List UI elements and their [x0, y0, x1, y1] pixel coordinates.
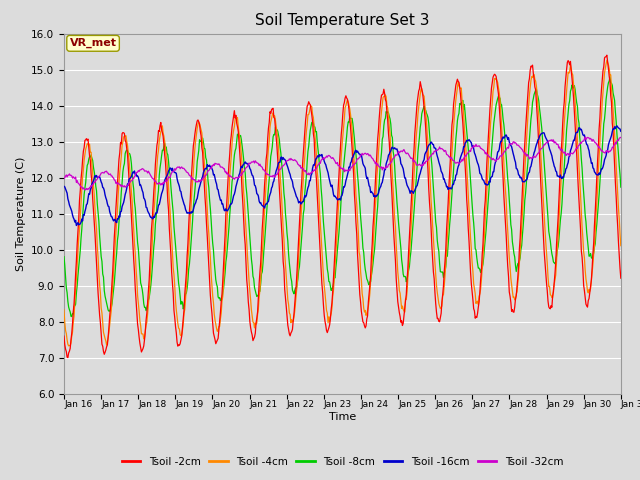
Y-axis label: Soil Temperature (C): Soil Temperature (C) — [15, 156, 26, 271]
Legend: Tsoil -2cm, Tsoil -4cm, Tsoil -8cm, Tsoil -16cm, Tsoil -32cm: Tsoil -2cm, Tsoil -4cm, Tsoil -8cm, Tsoi… — [118, 453, 567, 471]
Text: VR_met: VR_met — [70, 38, 116, 48]
X-axis label: Time: Time — [329, 412, 356, 421]
Title: Soil Temperature Set 3: Soil Temperature Set 3 — [255, 13, 429, 28]
